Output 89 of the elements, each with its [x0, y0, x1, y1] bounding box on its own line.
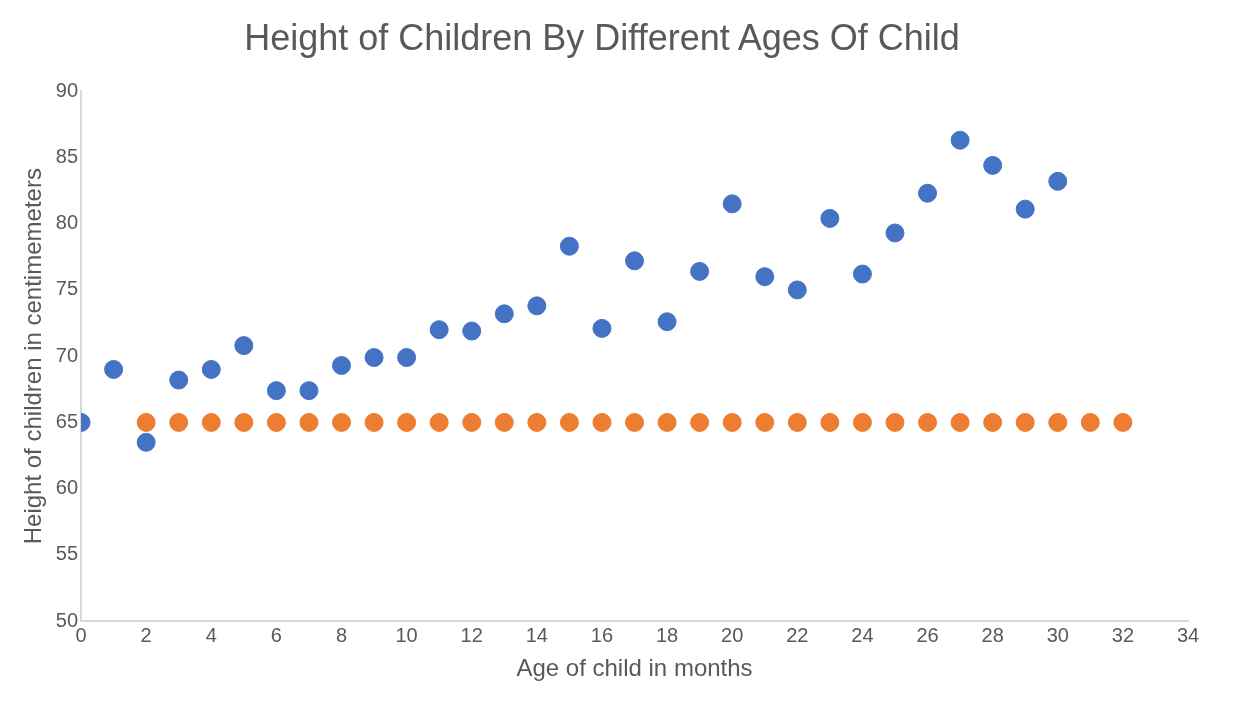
point	[1080, 412, 1100, 432]
point	[852, 264, 872, 284]
point	[1048, 412, 1068, 432]
point	[364, 412, 384, 432]
chart-title: Height of Children By Different Ages Of Child	[244, 16, 960, 58]
point	[722, 194, 742, 214]
point	[234, 336, 254, 356]
y-tick-label: 90	[55, 78, 79, 101]
point	[1113, 412, 1133, 432]
y-tick-label: 65	[55, 409, 79, 432]
point	[266, 412, 286, 432]
y-tick-label: 60	[55, 476, 79, 499]
point	[657, 312, 677, 332]
x-tick-label: 32	[1111, 623, 1135, 646]
x-tick-label: 10	[395, 623, 418, 646]
point	[201, 412, 221, 432]
point	[494, 412, 514, 432]
point	[397, 412, 417, 432]
point	[787, 412, 807, 432]
point	[201, 359, 221, 379]
point	[462, 412, 482, 432]
point	[820, 208, 840, 228]
point	[820, 412, 840, 432]
point	[397, 348, 417, 368]
point	[983, 155, 1003, 175]
x-tick-label: 8	[335, 623, 348, 646]
point	[885, 223, 905, 243]
point	[234, 412, 254, 432]
point	[494, 304, 514, 324]
point	[787, 280, 807, 300]
x-tick-label: 2	[140, 623, 152, 646]
x-tick-label: 6	[270, 623, 282, 646]
point	[1015, 412, 1035, 432]
point	[885, 412, 905, 432]
y-tick-label: 80	[55, 211, 79, 234]
point	[950, 130, 970, 150]
y-tick-label: 55	[55, 542, 79, 565]
point	[429, 412, 449, 432]
point	[169, 370, 189, 390]
x-tick-label: 14	[525, 623, 548, 646]
x-tick-label: 30	[1046, 623, 1069, 646]
point	[364, 348, 384, 368]
point	[1048, 171, 1068, 191]
y-tick-label: 75	[55, 277, 79, 300]
x-tick-label: 4	[205, 623, 217, 646]
point	[690, 412, 710, 432]
point	[852, 412, 872, 432]
point	[918, 412, 938, 432]
point	[299, 381, 319, 401]
x-axis-title: Age of child in months	[516, 654, 753, 682]
x-tick-label: 28	[981, 623, 1004, 646]
point	[690, 261, 710, 281]
y-axis-title: Height of children in centimemeters	[19, 168, 47, 545]
point	[918, 183, 938, 203]
point	[429, 320, 449, 340]
x-tick-label: 16	[590, 623, 614, 646]
point	[136, 412, 156, 432]
point	[332, 355, 352, 375]
point	[657, 412, 677, 432]
point	[722, 412, 742, 432]
point	[104, 359, 124, 379]
point	[527, 296, 547, 316]
point	[136, 432, 156, 452]
point	[592, 318, 612, 338]
point	[625, 412, 645, 432]
x-tick-label: 18	[655, 623, 679, 646]
point	[983, 412, 1003, 432]
point	[625, 251, 645, 271]
point	[559, 236, 579, 256]
x-tick-label: 12	[460, 623, 483, 646]
x-tick-label: 20	[721, 623, 744, 646]
point	[755, 267, 775, 287]
x-tick-label: 26	[916, 623, 939, 646]
x-tick-label: 22	[786, 623, 809, 646]
point	[559, 412, 579, 432]
point	[332, 412, 352, 432]
point	[1015, 199, 1035, 219]
point	[592, 412, 612, 432]
point	[527, 412, 547, 432]
y-tick-label: 70	[55, 343, 79, 366]
point	[169, 412, 189, 432]
point	[950, 412, 970, 432]
point	[755, 412, 775, 432]
x-tick-label: 34	[1176, 623, 1200, 646]
x-tick-label: 24	[851, 623, 874, 646]
y-tick-label: 85	[55, 144, 79, 167]
point	[462, 321, 482, 341]
point	[266, 381, 286, 401]
point	[299, 412, 319, 432]
